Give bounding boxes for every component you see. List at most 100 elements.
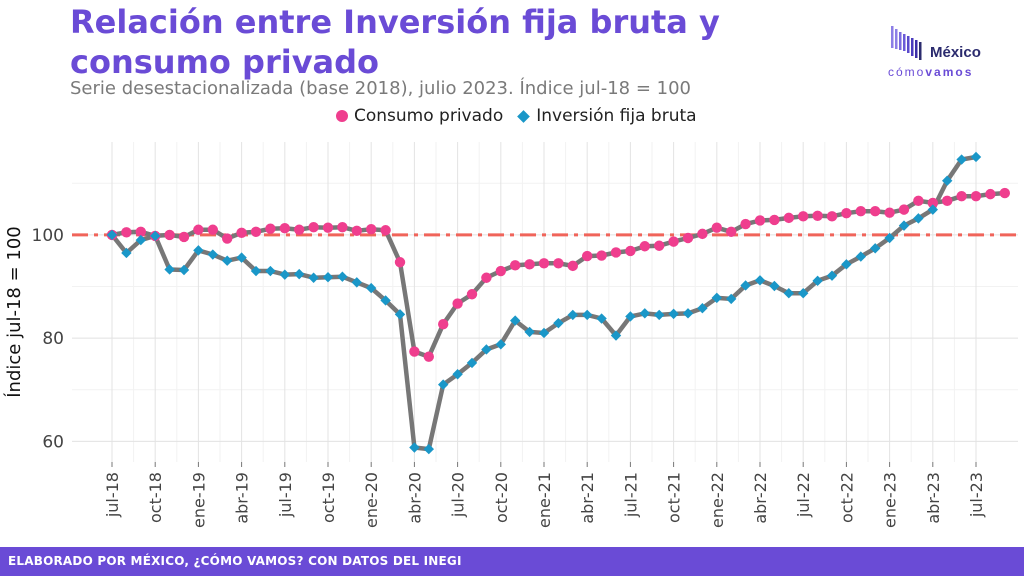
consumo-point bbox=[265, 223, 276, 234]
consumo-point bbox=[279, 222, 290, 234]
inversion-point bbox=[783, 288, 794, 299]
consumo-point bbox=[236, 227, 247, 239]
consumo-point bbox=[999, 187, 1010, 199]
inversion-point bbox=[898, 220, 910, 231]
legend-label-consumo: Consumo privado bbox=[354, 106, 504, 126]
inversion-point bbox=[164, 264, 175, 275]
inversion-point bbox=[754, 275, 766, 286]
logo-bars-icon bbox=[891, 26, 922, 60]
x-tick-label: ene-21 bbox=[535, 472, 554, 528]
inversion-point bbox=[639, 308, 650, 319]
inversion-point bbox=[524, 326, 535, 338]
consumo-point bbox=[956, 190, 967, 202]
x-tick-label: ene-22 bbox=[708, 472, 727, 528]
inversion-point bbox=[322, 272, 334, 283]
consumo-point bbox=[524, 259, 535, 270]
inversion-point bbox=[682, 308, 694, 319]
consumo-point bbox=[337, 221, 348, 233]
consumo-point bbox=[884, 207, 895, 218]
inversion-point bbox=[884, 232, 895, 244]
consumo-point bbox=[726, 226, 737, 238]
inversion-point bbox=[711, 292, 722, 304]
consumo-point bbox=[754, 215, 766, 226]
inversion-point bbox=[798, 288, 809, 299]
consumo-point bbox=[423, 351, 434, 362]
x-tick-label: oct-18 bbox=[146, 472, 165, 523]
inversion-point bbox=[942, 175, 953, 186]
consumo-point bbox=[164, 229, 175, 241]
x-tick-label: jul-23 bbox=[967, 472, 986, 518]
y-axis-label: Índice jul-18 = 100 bbox=[3, 226, 25, 398]
consumo-point bbox=[380, 225, 391, 236]
inversion-point bbox=[769, 280, 780, 292]
consumo-point bbox=[409, 346, 420, 357]
inversion-point bbox=[553, 317, 564, 329]
x-tick-label: jul-22 bbox=[794, 472, 813, 518]
consumo-point bbox=[625, 245, 636, 257]
consumo-point bbox=[250, 226, 262, 238]
x-tick-label: oct-21 bbox=[665, 472, 684, 523]
x-tick-label: ene-19 bbox=[189, 472, 208, 528]
x-tick-label: ene-23 bbox=[881, 472, 900, 528]
consumo-point bbox=[668, 236, 679, 247]
x-tick-label: ene-20 bbox=[362, 472, 381, 528]
y-tick-label: 100 bbox=[32, 226, 64, 246]
inversion-point bbox=[279, 269, 290, 280]
inversion-point bbox=[913, 213, 924, 224]
inversion-point bbox=[740, 280, 751, 291]
x-tick-label: abr-22 bbox=[751, 472, 770, 524]
inversion-point bbox=[135, 234, 146, 246]
consumo-point bbox=[826, 211, 838, 222]
chart-legend: Consumo privado Inversión fija bruta bbox=[336, 106, 711, 126]
consumo-point bbox=[769, 214, 780, 226]
consumo-point bbox=[841, 208, 852, 219]
mexico-como-vamos-logo: México cómovamos bbox=[888, 22, 1008, 82]
inversion-point bbox=[466, 357, 478, 369]
inversion-point bbox=[250, 265, 262, 277]
inversion-point bbox=[726, 293, 737, 305]
inversion-point bbox=[308, 272, 319, 283]
consumo-point bbox=[567, 260, 578, 272]
legend-label-inversion: Inversión fija bruta bbox=[536, 106, 697, 126]
x-tick-label: abr-20 bbox=[405, 472, 424, 524]
inversion-point bbox=[423, 443, 434, 455]
consumo-point bbox=[697, 228, 708, 240]
inversion-point bbox=[366, 282, 377, 294]
consumo-point bbox=[394, 257, 406, 268]
inversion-point bbox=[826, 270, 838, 281]
consumo-point bbox=[913, 195, 924, 207]
inversion-point bbox=[150, 230, 161, 242]
inversion-point bbox=[207, 249, 218, 260]
inversion-point bbox=[380, 295, 391, 306]
inversion-point bbox=[855, 251, 866, 262]
inversion-point bbox=[697, 302, 708, 314]
inversion-point bbox=[481, 344, 492, 355]
x-tick-label: jul-20 bbox=[449, 472, 468, 518]
x-tick-label: abr-19 bbox=[233, 472, 252, 524]
consumo-point bbox=[121, 227, 132, 238]
consumo-point bbox=[610, 247, 622, 258]
inversion-point bbox=[409, 442, 420, 453]
x-tick-label: jul-19 bbox=[276, 472, 295, 518]
x-tick-label: abr-23 bbox=[924, 472, 943, 524]
inversion-point bbox=[927, 204, 938, 215]
consumo-point bbox=[495, 265, 506, 277]
consumo-point bbox=[582, 250, 593, 262]
consumo-point bbox=[193, 224, 204, 235]
consumo-point bbox=[135, 226, 146, 238]
legend-item-consumo: Consumo privado bbox=[336, 106, 503, 126]
consumo-point bbox=[654, 240, 665, 251]
consumo-point bbox=[783, 212, 794, 224]
inversion-point bbox=[495, 339, 506, 350]
series-line bbox=[109, 190, 1008, 359]
consumo-point bbox=[798, 211, 809, 222]
consumo-point bbox=[294, 224, 305, 235]
inversion-point bbox=[106, 229, 118, 241]
inversion-point bbox=[654, 309, 665, 321]
consumo-point bbox=[898, 204, 910, 215]
inversion-point bbox=[841, 259, 852, 270]
consumo-point bbox=[855, 205, 866, 217]
inversion-point bbox=[870, 243, 881, 254]
x-tick-label: abr-21 bbox=[578, 472, 597, 524]
consumo-point bbox=[682, 232, 694, 244]
